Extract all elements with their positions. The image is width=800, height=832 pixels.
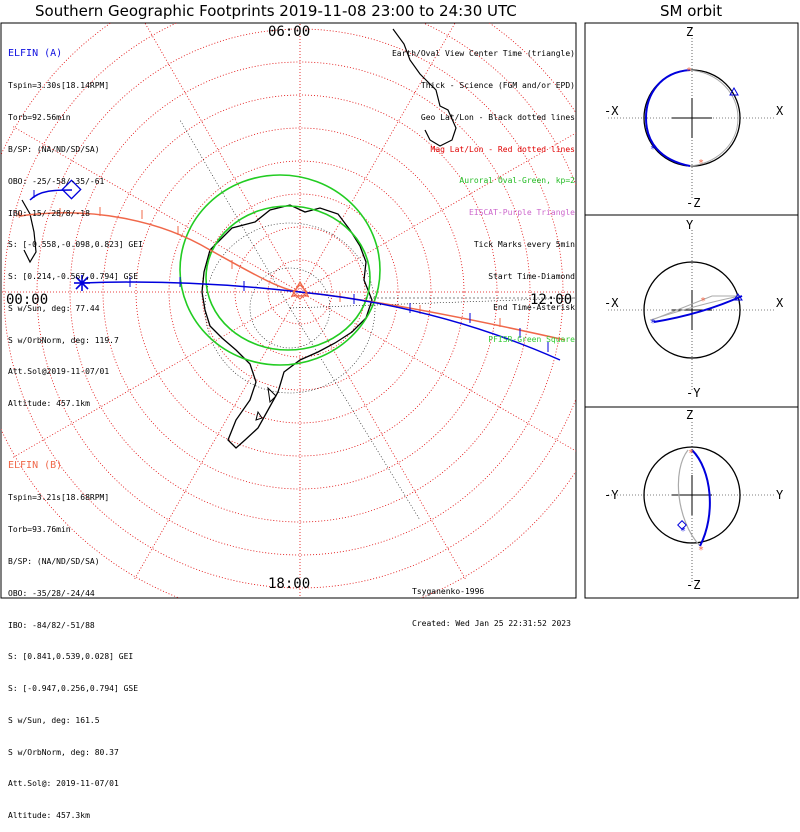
svg-text:*: * <box>680 526 686 537</box>
elfin-a-line: B/SP: (NA/ND/SD/SA) <box>8 144 100 154</box>
elfin-a-info: ELFIN (A) Tspin=3.30s[18.14RPM] Torb=92.… <box>8 26 143 420</box>
elfin-b-line: S: [0.841,0.539,0.028] GEI <box>8 652 134 662</box>
elfin-a-line: Altitude: 457.1km <box>8 399 90 409</box>
orbit-yz-right-label: Y <box>776 488 784 502</box>
mag-latitude-circles <box>1 23 576 598</box>
orbit-xy-right-label: X <box>776 296 784 310</box>
legend: Earth/Oval View Center Time (triangle) T… <box>392 28 575 356</box>
orbit-xy-left-label: -X <box>604 296 619 310</box>
orbit-xy-bottom-label: -Y <box>686 386 701 400</box>
elfin-b-start-asterisk: * <box>15 210 23 226</box>
elfin-b-line: Tspin=3.21s[18.68RPM] <box>8 493 110 503</box>
orbit-yz-bottom-label: -Z <box>686 578 701 592</box>
svg-text:*: * <box>700 296 706 307</box>
elfin-a-track-start-segment <box>29 189 73 201</box>
elfin-b-line: Altitude: 457.3km <box>8 811 90 821</box>
footer: Tsyganenko-1996 Created: Wed Jan 25 22:3… <box>412 566 571 640</box>
elfin-a-line: Att.Sol@2019-11-07/01 <box>8 367 110 377</box>
elfin-a-line: OBO: -25/-58/-35/-61 <box>8 176 105 186</box>
footprint-plot: * <box>0 22 799 599</box>
geo-grid-lines <box>179 119 576 521</box>
svg-text:*: * <box>686 66 692 77</box>
elfin-a-line: S: [0.214,-0.567,0.794] GSE <box>8 272 139 282</box>
elfin-a-line: Tspin=3.30s[18.14RPM] <box>8 81 110 91</box>
coastline-islands <box>255 386 277 421</box>
legend-entry: Start Time-Diamond <box>488 271 575 281</box>
elfin-b-line: Torb=93.76min <box>8 525 71 535</box>
orbit-panel-xy: * * <box>608 230 776 390</box>
svg-text:*: * <box>688 448 694 459</box>
center-diamond <box>292 284 308 300</box>
legend-entry: Earth/Oval View Center Time (triangle) <box>391 49 575 59</box>
elfin-a-line: Torb=92.56min <box>8 113 71 123</box>
legend-entry: Auroral Oval-Green, kp=2 <box>459 176 575 186</box>
elfin-b-line: B/SP: (NA/ND/SD/SA) <box>8 556 100 566</box>
orbit-yz-left-label: -Y <box>604 488 619 502</box>
orbit-xz-top-label: Z <box>686 25 694 39</box>
svg-text:*: * <box>698 158 704 169</box>
orbit-xy-top-label: Y <box>686 218 694 232</box>
orbit-xz-bottom-label: -Z <box>686 196 701 210</box>
time-label-bottom: 18:00 <box>268 576 311 592</box>
time-label-left: 00:00 <box>6 292 49 308</box>
footer-author: Tsyganenko-1996 <box>412 587 485 597</box>
elfin-a-track <box>81 281 561 361</box>
legend-entry: EISCAT-Purple Triangle <box>469 208 575 218</box>
orbit-panel-yz: * * * <box>608 422 776 582</box>
elfin-b-line: OBO: -35/28/-24/44 <box>8 588 95 598</box>
legend-entry: PFISR-Green Square <box>488 335 575 345</box>
elfin-a-ticks <box>129 277 549 352</box>
footer-created: Created: Wed Jan 25 22:31:52 2023 <box>412 618 571 628</box>
yz-panel-frame <box>584 406 799 599</box>
time-label-right: 12:00 <box>530 292 573 308</box>
main-map: * <box>1 23 576 598</box>
legend-entry: Thick - Science (FGM and/or EPD) <box>420 80 575 90</box>
elfin-a-header: ELFIN (A) <box>8 48 63 60</box>
legend-entry: Mag Lat/Lon - Red dotted lines <box>430 144 576 154</box>
elfin-a-line: S: [-0.558,-0.098,0.823] GEI <box>8 240 143 250</box>
elfin-b-line: IBO: -84/82/-51/88 <box>8 620 95 630</box>
elfin-b-header: ELFIN (B) <box>8 460 63 472</box>
legend-entry: Geo Lat/Lon - Black dotted lines <box>420 112 575 122</box>
auroral-ovals <box>179 174 381 366</box>
elfin-a-diamond <box>61 179 82 200</box>
elfin-a-line: S w/OrbNorm, deg: 119.7 <box>8 335 119 345</box>
time-label-top: 06:00 <box>268 24 311 40</box>
svg-text:*: * <box>650 318 656 329</box>
elfin-b-ticks <box>59 207 501 327</box>
svg-text:*: * <box>698 545 704 556</box>
orbit-yz-top-label: Z <box>686 408 694 422</box>
page-title: Southern Geographic Footprints 2019-11-0… <box>35 2 517 20</box>
elfin-a-line: IBO: 15/-28/8/-18 <box>8 208 90 218</box>
elfin-b-line: S w/OrbNorm, deg: 80.37 <box>8 747 119 757</box>
orbit-title: SM orbit <box>660 2 723 20</box>
orbit-panel-xz: * * * <box>608 38 776 198</box>
svg-text:*: * <box>650 144 656 155</box>
main-panel-frame <box>0 22 577 599</box>
elfin-b-line: S: [-0.947,0.256,0.794] GSE <box>8 684 139 694</box>
antarctica-coastline <box>201 204 373 449</box>
mag-longitude-lines <box>1 23 576 598</box>
elfin-b-line: Att.Sol@: 2019-11-07/01 <box>8 779 119 789</box>
elfin-a-line: S w/Sun, deg: 77.44 <box>8 303 100 313</box>
elfin-b-line: S w/Sun, deg: 161.5 <box>8 715 100 725</box>
elfin-a-start-asterisk <box>74 275 90 291</box>
coastline-africa <box>21 199 37 264</box>
elfin-b-info: ELFIN (B) Tspin=3.21s[18.68RPM] Torb=93.… <box>8 438 138 832</box>
legend-entry: Tick Marks every 5min <box>473 239 575 249</box>
coastline-south-america <box>392 28 457 147</box>
orbit-xz-right-label: X <box>776 104 784 118</box>
orbit-xz-left-label: -X <box>604 104 619 118</box>
elfin-b-track <box>19 212 566 341</box>
legend-entry: End Time-Asterisk <box>493 303 575 313</box>
